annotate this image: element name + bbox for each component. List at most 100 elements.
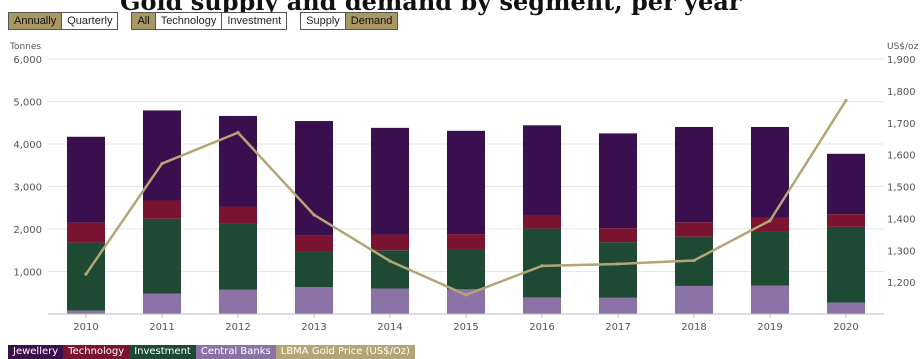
x-tick-label: 2020	[833, 322, 858, 333]
bar-investment	[827, 226, 865, 303]
annually-button[interactable]: Annually	[8, 12, 63, 30]
bar-technology	[523, 214, 561, 229]
supply-button[interactable]: Supply	[300, 12, 346, 30]
bar-central-banks	[295, 287, 333, 314]
right-tick-label: 1,500	[887, 183, 916, 194]
bar-technology	[751, 217, 789, 232]
bar-technology	[143, 200, 181, 219]
gold-price-point	[768, 219, 772, 223]
gold-price-point	[844, 98, 848, 103]
bar-central-banks	[751, 285, 789, 314]
x-tick-label: 2014	[377, 322, 402, 333]
bar-central-banks	[219, 289, 257, 314]
bar-investment	[143, 218, 181, 294]
x-tick-label: 2013	[301, 322, 326, 333]
right-tick-label: 1,700	[887, 119, 916, 130]
demand-button[interactable]: Demand	[344, 12, 399, 30]
gold-price-point	[692, 258, 696, 263]
right-tick-label: 1,300	[887, 246, 916, 257]
bar-investment	[599, 242, 637, 298]
bar-technology	[447, 234, 485, 249]
bar-jewellery	[295, 121, 333, 236]
right-tick-label: 1,900	[887, 55, 916, 66]
axes: 6,000 5,000 4,000 3,000 2,000 1,000 1,900 1,800…	[9, 42, 919, 333]
bar-technology	[295, 235, 333, 252]
gold-price-point	[616, 262, 620, 266]
x-tick-label: 2015	[453, 322, 478, 333]
bar-investment	[751, 231, 789, 286]
bar-central-banks	[371, 288, 409, 314]
gold-price-point	[464, 293, 468, 297]
gold-price-point	[540, 264, 544, 268]
chart: 6,000 5,000 4,000 3,000 2,000 1,000 1,900 1,800…	[9, 42, 919, 333]
bar-jewellery	[447, 130, 485, 235]
bar-jewellery	[751, 127, 789, 218]
bars	[67, 110, 865, 314]
bar-technology	[827, 214, 865, 227]
bar-jewellery	[675, 127, 713, 223]
x-tick-label: 2010	[73, 322, 98, 333]
bar-jewellery	[827, 153, 865, 215]
quarterly-button[interactable]: Quarterly	[61, 12, 119, 30]
left-tick-label: 4,000	[13, 140, 42, 151]
right-tick-label: 1,600	[887, 151, 916, 162]
x-tick-label: 2012	[225, 322, 250, 333]
right-axis-label: US$/oz	[887, 42, 919, 52]
gold-price-point	[236, 131, 240, 135]
bar-central-banks	[675, 285, 713, 314]
legend-item-investment[interactable]: Investment	[129, 345, 196, 359]
toolbar: Annually Quarterly All Technology Invest…	[8, 12, 399, 30]
bar-jewellery	[371, 127, 409, 235]
right-tick-label: 1,400	[887, 214, 916, 225]
period-toggle: Annually Quarterly	[8, 12, 119, 30]
x-tick-label: 2011	[149, 322, 174, 333]
side-toggle: Supply Demand	[300, 12, 399, 30]
legend-item-central-banks[interactable]: Central Banks	[195, 345, 276, 359]
bar-jewellery	[219, 115, 257, 207]
gold-price-point	[160, 161, 164, 166]
bar-technology	[219, 206, 257, 224]
technology-button[interactable]: Technology	[154, 12, 223, 30]
bar-jewellery	[523, 125, 561, 215]
right-tick-label: 1,200	[887, 278, 916, 289]
bar-investment	[219, 223, 257, 290]
legend-item-lbma-gold-price-us-oz[interactable]: LBMA Gold Price (US$/Oz)	[275, 345, 415, 359]
bar-investment	[447, 248, 485, 290]
left-tick-label: 1,000	[13, 268, 42, 279]
legend-item-jewellery[interactable]: Jewellery	[8, 345, 64, 359]
legend-item-technology[interactable]: Technology	[63, 345, 130, 359]
price-line-group	[84, 98, 848, 297]
bar-jewellery	[67, 136, 105, 223]
bar-central-banks	[67, 310, 105, 314]
left-tick-label: 6,000	[13, 55, 42, 66]
bar-investment	[295, 251, 333, 288]
x-tick-label: 2018	[681, 322, 706, 333]
gold-price-point	[312, 213, 316, 217]
bar-central-banks	[599, 297, 637, 314]
bar-investment	[371, 250, 409, 289]
bar-technology	[371, 234, 409, 251]
bar-central-banks	[143, 293, 181, 314]
legend: Jewellery Technology Investment Central Ban…	[8, 345, 415, 359]
bar-technology	[67, 222, 105, 243]
bar-central-banks	[447, 289, 485, 314]
x-tick-label: 2017	[605, 322, 630, 333]
left-tick-label: 3,000	[13, 183, 42, 194]
segment-toggle: All Technology Investment	[131, 12, 288, 30]
bar-investment	[523, 228, 561, 298]
left-axis-label: Tonnes	[9, 42, 41, 52]
bar-central-banks	[827, 302, 865, 314]
bar-technology	[675, 222, 713, 237]
bar-jewellery	[599, 133, 637, 229]
all-button[interactable]: All	[131, 12, 156, 30]
bar-jewellery	[143, 110, 181, 201]
x-tick-label: 2016	[529, 322, 554, 333]
bar-technology	[599, 228, 637, 243]
gold-price-point	[388, 259, 392, 263]
gold-price-point	[84, 272, 88, 276]
bar-central-banks	[523, 297, 561, 314]
left-tick-label: 2,000	[13, 225, 42, 236]
right-tick-label: 1,800	[887, 87, 916, 98]
investment-button[interactable]: Investment	[221, 12, 288, 30]
left-tick-label: 5,000	[13, 98, 42, 109]
